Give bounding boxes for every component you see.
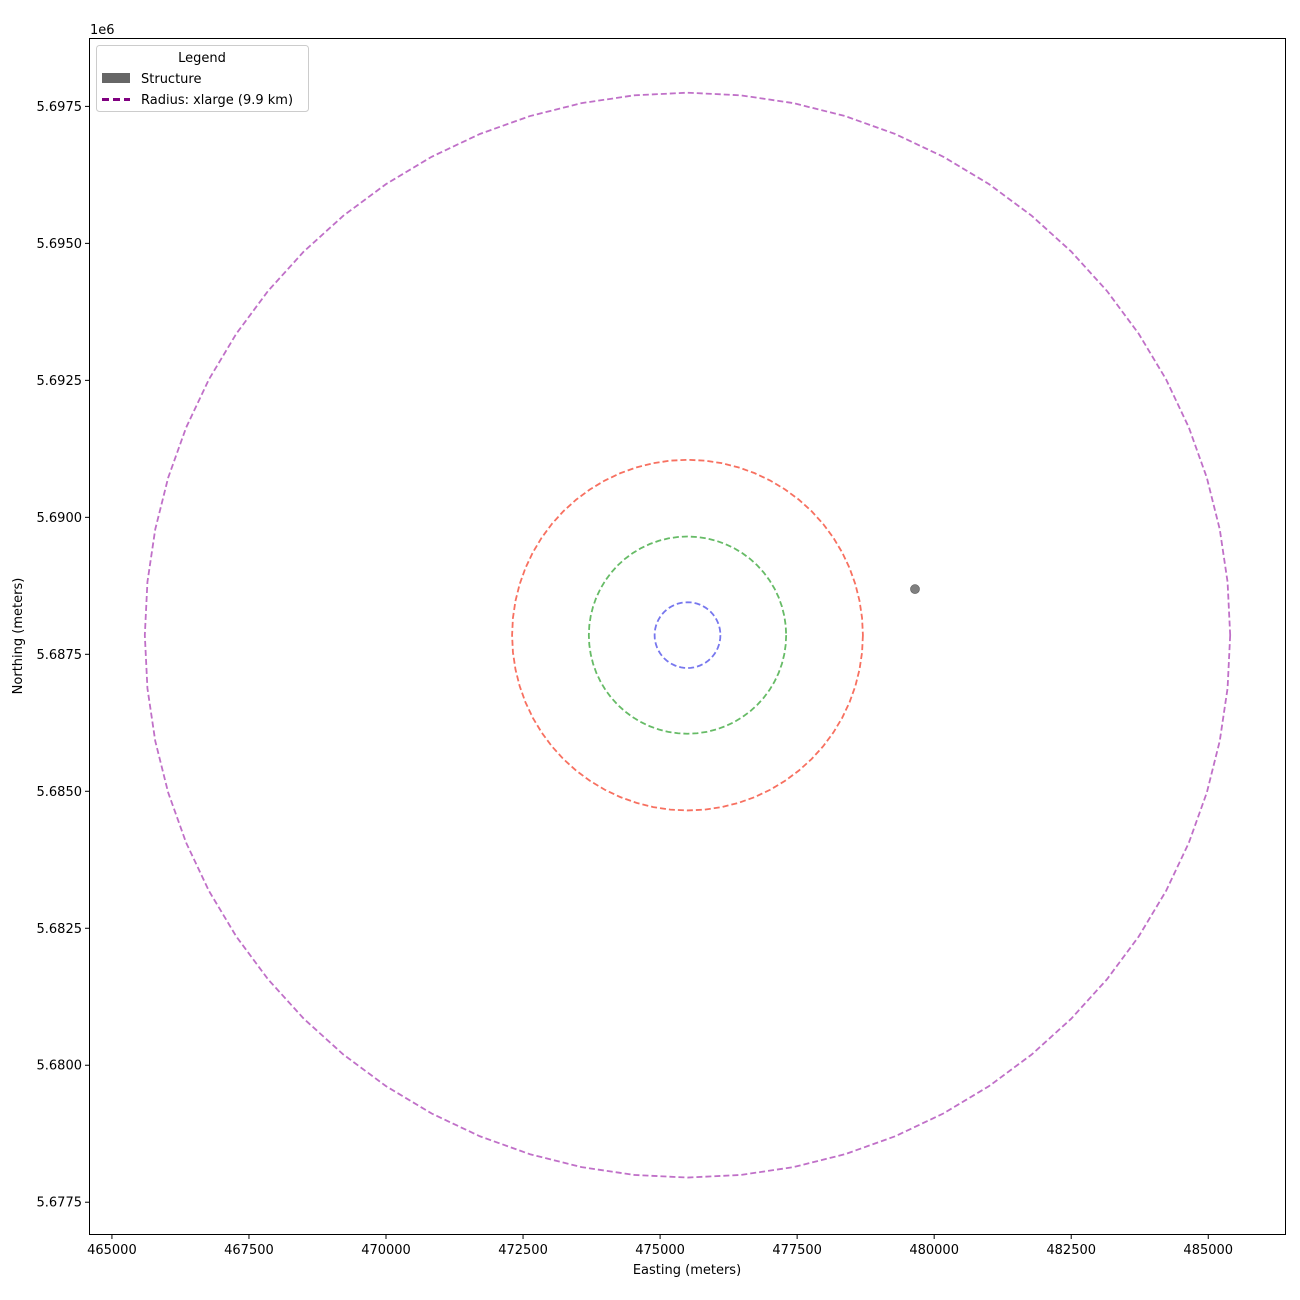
x-tick-label: 482500 — [1046, 1243, 1096, 1258]
structure-points — [910, 584, 920, 594]
x-tick-label: 475000 — [635, 1243, 685, 1258]
legend-structure-swatch — [102, 73, 130, 83]
y-tick-label: 5.6950 — [37, 237, 83, 252]
x-tick-label: 470000 — [361, 1243, 411, 1258]
radius-ring-2 — [511, 458, 864, 812]
plot-frame — [89, 38, 1286, 1235]
x-tick-label: 480000 — [909, 1243, 959, 1258]
y-tick-label: 5.6875 — [37, 648, 83, 663]
legend: Legend Structure Radius: xlarge (9.9 km) — [96, 45, 309, 112]
x-tick-label: 467500 — [224, 1243, 274, 1258]
legend-item-radius: Radius: xlarge (9.9 km) — [141, 93, 293, 108]
y-tick-label: 5.6975 — [37, 100, 83, 115]
y-tick-label: 5.6800 — [37, 1059, 83, 1074]
y-axis-label: Northing (meters) — [11, 578, 26, 695]
radius-ring-0 — [653, 601, 722, 669]
y-axis-ticks: 5.6775 5.6800 5.6825 5.6850 5.6875 5.6900 5.69… — [37, 100, 90, 1211]
x-tick-label: 485000 — [1183, 1243, 1233, 1258]
y-tick-label: 5.6825 — [37, 922, 83, 937]
x-axis-ticks: 465000 467500 470000 472500 475000 477500 4800… — [87, 1234, 1233, 1258]
y-tick-label: 5.6850 — [37, 785, 83, 800]
legend-item-structure: Structure — [141, 72, 201, 87]
x-tick-label: 472500 — [498, 1243, 548, 1258]
y-tick-label: 5.6925 — [37, 374, 83, 389]
radius-ring-1 — [587, 535, 788, 735]
legend-box — [96, 45, 309, 112]
radius-rings — [143, 91, 1232, 1179]
legend-title: Legend — [178, 51, 226, 66]
y-tick-label: 5.6900 — [37, 511, 83, 526]
x-axis-label: Easting (meters) — [633, 1263, 741, 1278]
y-tick-label: 5.6775 — [37, 1196, 83, 1211]
x-tick-label: 477500 — [772, 1243, 822, 1258]
radius-ring-3 — [143, 91, 1232, 1179]
y-offset-label: 1e6 — [90, 23, 115, 38]
x-tick-label: 465000 — [87, 1243, 137, 1258]
structure-point-0 — [910, 584, 920, 594]
